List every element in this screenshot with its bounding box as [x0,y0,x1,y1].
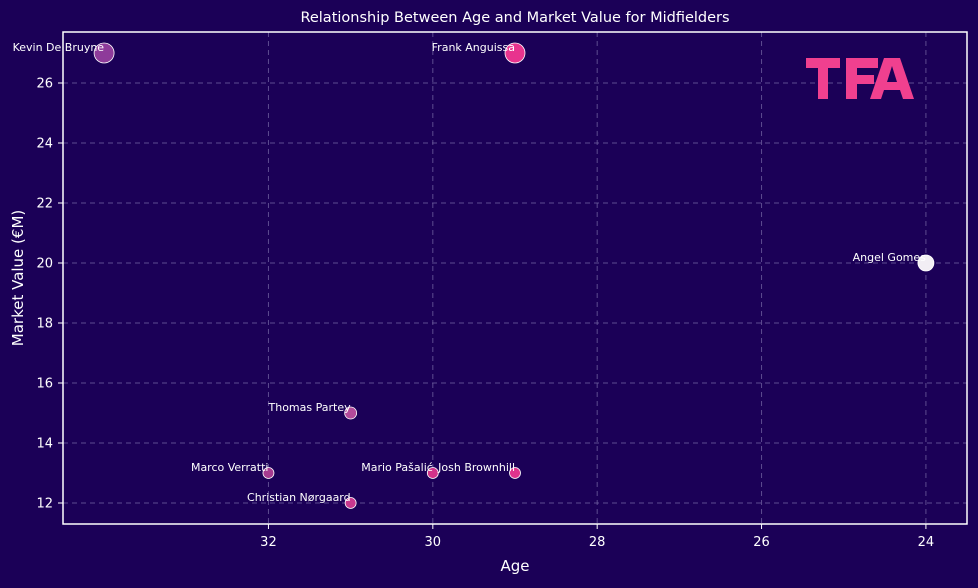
data-point [509,467,521,479]
y-tick-label: 12 [36,497,53,512]
tfa-logo [806,58,914,99]
data-point-label: Marco Verratti [191,461,269,474]
x-tick-label: 28 [589,535,606,550]
y-tick-label: 18 [36,317,53,332]
y-tick-label: 26 [36,77,53,92]
y-tick-label: 22 [36,197,53,212]
plot-frame [62,31,968,525]
y-tick-label: 14 [36,437,53,452]
data-point [426,467,439,479]
ticks: 32 30 28 26 24 12 14 16 18 20 22 24 26 [36,77,934,551]
logo-letter-f [846,58,878,99]
data-point-label: Josh Brownhill [437,461,515,474]
data-point-label: Angel Gomes [853,251,927,264]
x-axis-title: Age [500,557,529,575]
x-tick-label: 30 [425,535,442,550]
grid [63,32,967,524]
data-point [504,42,526,64]
x-tick-label: 26 [753,535,770,550]
data-point-label: Frank Anguissa [432,41,515,54]
data-point-label: Thomas Partey [268,401,352,414]
logo-letter-t [806,58,840,99]
data-point-label: Kevin De Bruyne [13,41,105,54]
logo-letter-a [870,58,914,99]
data-point [262,467,275,479]
data-point-label: Christian Nørgaard [247,491,351,504]
data-point [344,406,358,420]
y-tick-label: 24 [36,137,53,152]
data-point [93,42,115,64]
y-tick-label: 16 [36,377,53,392]
x-tick-label: 24 [918,535,935,550]
y-tick-label: 20 [36,257,53,272]
chart-title: Relationship Between Age and Market Valu… [300,10,729,26]
data-point [917,254,935,272]
x-tick-label: 32 [260,535,277,550]
data-point-label: Mario Pašalić [361,461,433,474]
data-labels: Kevin De Bruyne Frank Anguissa Angel Gomes… [13,41,927,504]
data-point [344,497,357,509]
y-axis-title: Market Value (€M) [9,210,27,346]
data-points [93,42,935,509]
